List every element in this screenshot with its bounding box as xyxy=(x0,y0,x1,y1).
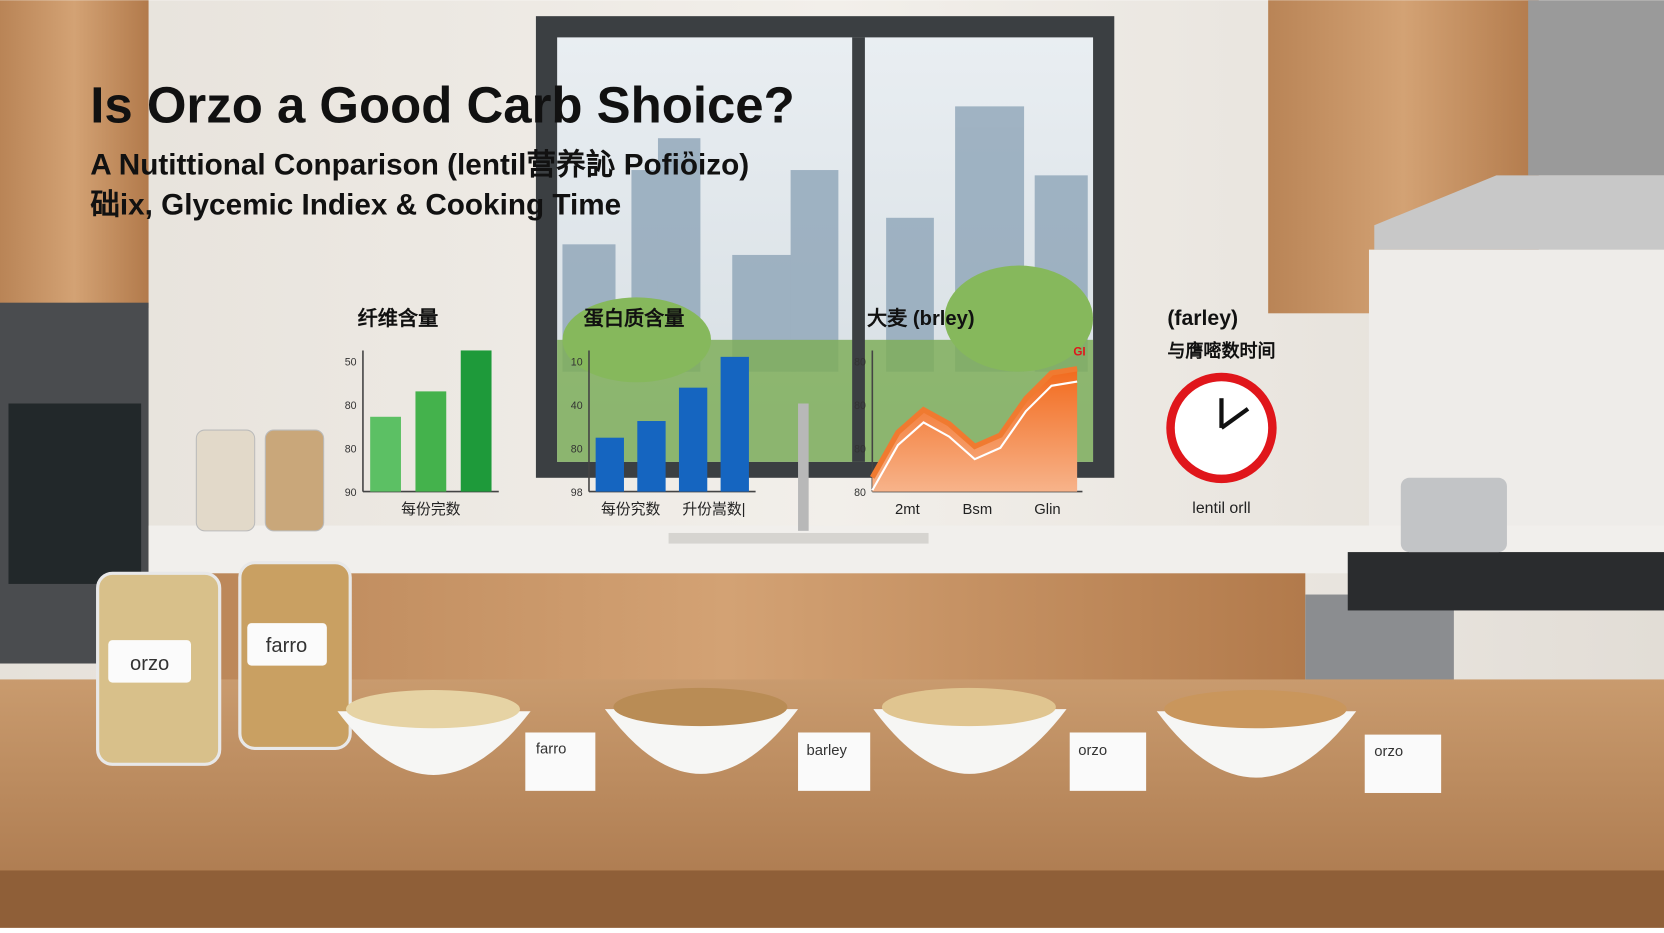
subtitle: 础ix, Glycemic Indiex & Cooking Time xyxy=(90,189,621,222)
clock-label: lentil orll xyxy=(1192,500,1250,517)
clock-hand xyxy=(1220,407,1250,430)
table-edge xyxy=(0,870,1664,928)
bar xyxy=(370,416,401,492)
stove-top xyxy=(1347,552,1664,611)
jar-label xyxy=(108,640,192,683)
bar xyxy=(595,437,624,492)
clock-subtitle: 与膺嘧数时间 xyxy=(1167,340,1275,361)
y-tick-label: 50 xyxy=(345,356,357,368)
hood xyxy=(1374,175,1664,250)
card xyxy=(1069,732,1147,791)
y-tick-label: 80 xyxy=(854,487,866,499)
back-jar xyxy=(264,429,325,532)
sink xyxy=(668,532,929,544)
bar xyxy=(460,350,492,492)
line xyxy=(870,366,1078,479)
x-label: 每份完数 xyxy=(401,501,461,518)
charts: 纤维含量 50 80 80 90 每份完数 蛋白质含量 10 40 80 98 每份究数 升份嵩数| 大麦… xyxy=(345,306,1086,518)
y-tick-label: 98 xyxy=(571,487,583,499)
y-tick-label: 40 xyxy=(571,400,583,412)
x-label: Glin xyxy=(1034,502,1060,518)
tree xyxy=(562,297,712,383)
window-mullion xyxy=(852,37,865,462)
bowl xyxy=(873,709,1067,774)
card xyxy=(1364,734,1442,793)
bar xyxy=(415,391,447,492)
y-tick-label: 80 xyxy=(571,443,583,455)
bowl xyxy=(337,711,531,775)
back-jar xyxy=(195,429,256,532)
card xyxy=(798,732,871,791)
grain xyxy=(345,690,520,729)
card xyxy=(525,732,596,791)
grain xyxy=(881,687,1056,727)
bowl xyxy=(604,709,799,774)
grain xyxy=(1164,690,1347,729)
clock-panel: (farley) 与膺嘧数时间 lentil orll xyxy=(1166,307,1277,517)
panel-title: 大麦 (brley) xyxy=(867,306,975,330)
bar xyxy=(637,421,666,492)
clock-title: (farley) xyxy=(1167,307,1238,330)
x-label: 升份嵩数| xyxy=(682,501,745,518)
tree xyxy=(944,265,1094,372)
card-text: farro xyxy=(536,742,567,758)
bowl xyxy=(1156,711,1357,778)
y-tick-label: 80 xyxy=(345,443,357,455)
y-tick-label: 80 xyxy=(854,356,866,368)
card-text: barley xyxy=(807,743,848,759)
cards: farro barley orzo orzo xyxy=(525,732,1442,793)
subtitle: A Nutittional Conparison (lentil营养訫 Pofi… xyxy=(90,147,749,181)
panel-title: 纤维含量 xyxy=(358,306,439,330)
bar xyxy=(678,387,708,492)
y-tick-label: 80 xyxy=(854,443,866,455)
left-cabinet xyxy=(0,0,149,308)
grain xyxy=(613,687,788,727)
bowls xyxy=(337,687,1357,778)
y-tick-label: 10 xyxy=(571,356,583,368)
jar-text: farro xyxy=(266,635,307,657)
jar-label xyxy=(247,623,327,666)
x-label: Bsm xyxy=(963,502,993,518)
title: Is Orzo a Good Carb Shoice? xyxy=(90,76,795,133)
card-text: orzo xyxy=(1374,744,1403,760)
oven-door xyxy=(8,403,142,584)
hood-chimney xyxy=(1528,0,1664,176)
line-highlight xyxy=(871,380,1078,491)
jar-text: orzo xyxy=(130,653,169,675)
y-tick-label: 80 xyxy=(854,400,866,412)
x-label: 每份究数 xyxy=(601,501,661,518)
panel-title: 蛋白质含量 xyxy=(584,306,685,330)
jars: orzo farro xyxy=(96,561,352,766)
bar xyxy=(720,356,749,492)
y-tick-label: 80 xyxy=(345,400,357,412)
x-label: 2mt xyxy=(895,502,921,518)
pot xyxy=(1400,477,1507,553)
faucet xyxy=(798,403,809,531)
y-tick-label: 90 xyxy=(345,487,357,499)
card-text: orzo xyxy=(1078,743,1107,759)
corner-label: GI xyxy=(1073,346,1085,359)
